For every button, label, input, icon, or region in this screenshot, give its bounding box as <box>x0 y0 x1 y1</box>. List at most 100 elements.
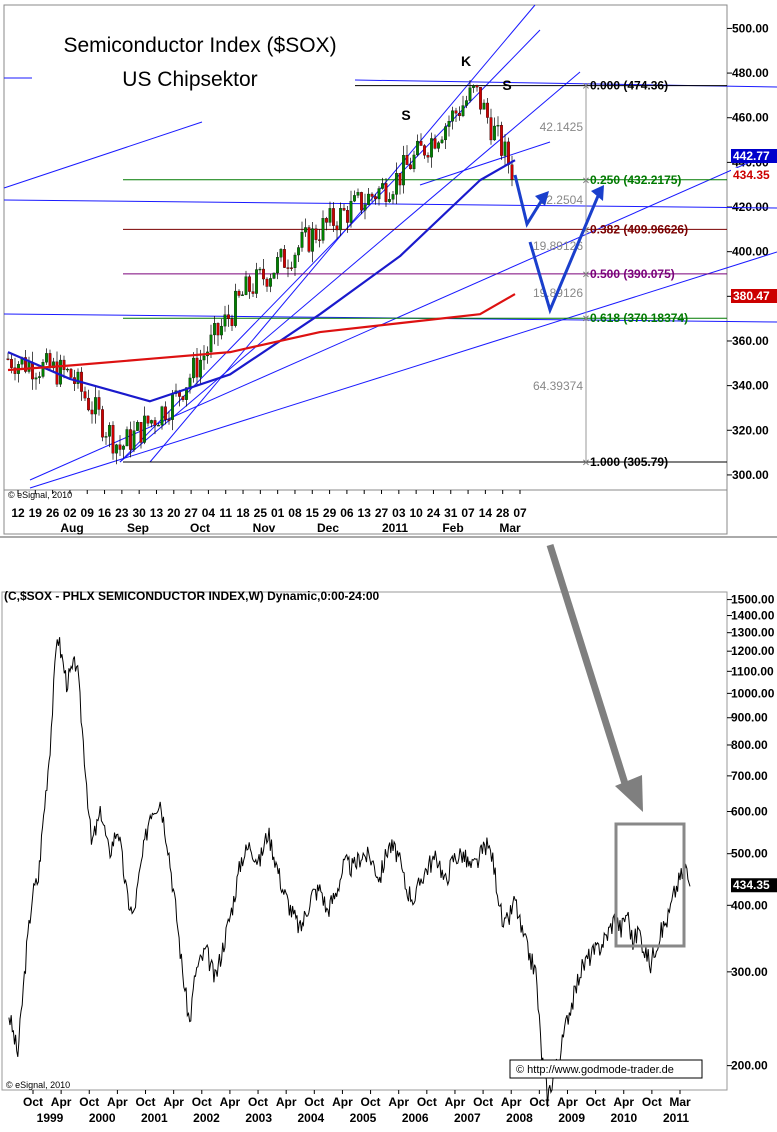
candle-body <box>283 249 286 268</box>
x-year-label: 2001 <box>141 1111 168 1125</box>
candle-body <box>171 393 174 420</box>
candle-body <box>279 249 283 258</box>
x-tick-label: 10 <box>409 506 423 520</box>
candle-body <box>286 267 290 269</box>
x-year-label: 2010 <box>610 1111 637 1125</box>
sox-weekly-chart: (C,$SOX - PHLX SEMICONDUCTOR INDEX,W) Dy… <box>0 542 777 1132</box>
candle-body <box>153 420 157 426</box>
x-month-label: Oct <box>136 1095 156 1109</box>
x-year-label: 2006 <box>402 1111 429 1125</box>
candle-body <box>167 419 171 421</box>
candle-body <box>108 425 111 437</box>
candle-body <box>223 314 227 327</box>
x-month-label: Feb <box>442 521 463 535</box>
candle-body <box>500 125 503 156</box>
y-tick-label: 600.00 <box>731 805 768 819</box>
fib-level-label: 1.000 (305.79) <box>590 455 668 469</box>
trend-line <box>29 251 777 489</box>
chart2-frame <box>1 591 728 1091</box>
candle-body <box>458 113 461 117</box>
fib-level-label: 0.500 (390.075) <box>590 267 675 281</box>
y-tick-label: 1200.00 <box>731 644 775 658</box>
candle-body <box>244 276 248 295</box>
candle-body <box>111 425 115 454</box>
candle-body <box>52 361 55 369</box>
candle-body <box>433 138 437 149</box>
x-tick-label: 13 <box>358 506 372 520</box>
x-year-label: 2007 <box>454 1111 481 1125</box>
candle-body <box>269 278 272 287</box>
x-month-label: Apr <box>107 1095 128 1109</box>
candle-body <box>45 353 48 363</box>
x-tick-label: 07 <box>461 506 475 520</box>
website-label: © http://www.godmode-trader.de <box>516 1064 674 1076</box>
candle-body <box>384 183 388 202</box>
y-tick-label: 1300.00 <box>731 626 775 640</box>
candle-body <box>370 193 374 197</box>
price-tag-label: 442.77 <box>733 149 770 163</box>
candle-body <box>314 228 318 240</box>
x-tick-label: 01 <box>271 506 285 520</box>
candle-body <box>104 436 108 438</box>
candle-body <box>328 208 332 223</box>
x-tick-label: 23 <box>115 506 129 520</box>
y-tick-label: 900.00 <box>731 711 768 725</box>
fib-distance-label: 22.2504 <box>540 193 584 207</box>
candle-body <box>76 371 80 384</box>
candle-body <box>139 422 143 443</box>
candle-body <box>101 409 104 438</box>
neckline <box>419 141 551 186</box>
candle-body <box>430 138 433 158</box>
fib-level-label: 0.250 (432.2175) <box>590 173 681 187</box>
candle-body <box>122 445 125 450</box>
x-month-label: Dec <box>317 521 339 535</box>
candle-body <box>405 155 409 165</box>
candle-body <box>237 290 241 296</box>
x-tick-label: 26 <box>46 506 60 520</box>
candle-body <box>265 278 269 287</box>
candle-body <box>272 272 276 279</box>
x-month-label: Oct <box>529 1095 549 1109</box>
price-tag-label: 380.47 <box>733 289 770 303</box>
candle-body <box>412 154 416 170</box>
x-tick-label: 08 <box>288 506 302 520</box>
candle-body <box>374 196 377 200</box>
pattern-label: S <box>502 77 511 93</box>
projection-arrowhead-2 <box>591 185 604 201</box>
price-tag-bg <box>731 168 777 182</box>
x-tick-label: 24 <box>427 506 441 520</box>
x-month-label: Apr <box>445 1095 466 1109</box>
x-tick-label: 18 <box>236 506 250 520</box>
x-year-label: 1999 <box>37 1111 64 1125</box>
candle-body <box>216 323 220 336</box>
y-tick-label: 700.00 <box>731 769 768 783</box>
x-year-label: 2005 <box>350 1111 377 1125</box>
x-month-label: Oct <box>190 521 210 535</box>
x-month-label: 2011 <box>382 521 408 535</box>
candle-body <box>290 267 293 269</box>
candle-body <box>486 102 489 118</box>
price-tag-bg <box>731 878 777 893</box>
fib-distance-label: 42.1425 <box>540 120 584 134</box>
candle-body <box>48 353 52 369</box>
x-month-label: Oct <box>248 1095 268 1109</box>
watermark: © eSignal, 2010 <box>6 1080 70 1090</box>
candle-body <box>90 409 94 415</box>
candle-body <box>213 323 216 336</box>
x-tick-label: 12 <box>11 506 25 520</box>
chart2-title: (C,$SOX - PHLX SEMICONDUCTOR INDEX,W) Dy… <box>4 589 380 603</box>
candle-body <box>353 195 356 202</box>
candle-body <box>325 218 328 223</box>
price-tag-bg <box>731 149 777 163</box>
zoom-highlight-box <box>614 822 686 948</box>
candle-body <box>507 141 510 165</box>
candle-body <box>160 406 164 426</box>
projection-arrowhead-1 <box>535 191 549 206</box>
x-month-label: Apr <box>613 1095 634 1109</box>
moving-average-50-line <box>7 159 516 403</box>
x-tick-label: 27 <box>184 506 198 520</box>
candle-body <box>377 188 381 200</box>
y-tick-label: 400.00 <box>731 898 768 912</box>
x-month-label: Nov <box>253 521 276 535</box>
candle-body <box>297 247 300 256</box>
